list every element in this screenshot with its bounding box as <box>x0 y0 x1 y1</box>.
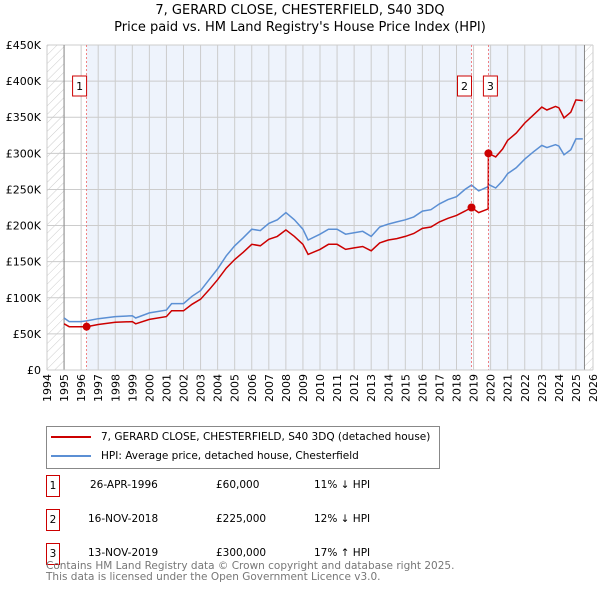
footer-line: Contains HM Land Registry data © Crown c… <box>46 560 455 572</box>
sale-point <box>484 149 493 158</box>
sale-label: 2 <box>461 80 468 93</box>
legend: 7, GERARD CLOSE, CHESTERFIELD, S40 3DQ (… <box>46 426 440 469</box>
sale-price: £300,000 <box>216 547 267 559</box>
chart-area: 1994 1995 1996 1997 1998 1999 2000 2001 2002 2003… <box>6 39 600 402</box>
sale-badge: 2 <box>46 509 60 531</box>
chart-subtitle: Price paid vs. HM Land Registry's House … <box>114 20 486 35</box>
sale-hpi: 12% ↓ HPI <box>314 513 371 525</box>
x-tick-label: 2018 <box>451 374 464 402</box>
sale-label-box <box>457 75 473 97</box>
legend-hpi: HPI: Average price, detached house, Ches… <box>101 450 359 462</box>
sale-label: 1 <box>76 80 83 93</box>
sale-date: 16-NOV-2018 <box>88 513 159 525</box>
sale-price: £60,000 <box>216 479 260 491</box>
sale-badge: 3 <box>46 543 60 565</box>
sale-label-box <box>482 75 498 97</box>
sale-point <box>82 322 91 331</box>
legend-blue-line <box>51 455 91 457</box>
x-tick-label: 1999 <box>126 374 139 402</box>
x-tick-label: 2008 <box>280 374 293 402</box>
sale-row: 1 26-APR-1996 £60,000 11% ↓ HPI <box>46 475 446 497</box>
y-tick-label: £400K <box>6 75 42 88</box>
x-tick-label: 2024 <box>553 374 566 402</box>
sale-label-box <box>72 75 88 97</box>
x-tick-label: 2012 <box>348 374 361 402</box>
x-tick-label: 2002 <box>178 374 191 402</box>
footer: Contains HM Land Registry data © Crown c… <box>46 561 454 583</box>
sale-badge: 1 <box>46 475 60 497</box>
shaded-period <box>488 45 585 370</box>
x-tick-label: 2015 <box>399 374 412 402</box>
x-tick-label: 2022 <box>519 374 532 402</box>
footer-line: This data is licensed under the Open Gov… <box>46 571 381 583</box>
shaded-period <box>86 45 472 370</box>
legend-red-line <box>51 436 91 438</box>
y-tick-label: £250K <box>6 183 42 196</box>
x-tick-label: 2026 <box>587 374 600 402</box>
x-tick-label: 2021 <box>502 374 515 402</box>
hatched-region <box>47 45 65 370</box>
sale-label: 3 <box>487 80 494 93</box>
sale-hpi: 17% ↑ HPI <box>314 547 371 559</box>
x-tick-label: 2020 <box>485 374 498 402</box>
legend-property: 7, GERARD CLOSE, CHESTERFIELD, S40 3DQ (… <box>101 431 431 443</box>
x-tick-label: 2005 <box>229 374 242 402</box>
y-tick-label: £450K <box>6 39 42 52</box>
x-tick-label: 2009 <box>297 374 310 402</box>
x-tick-label: 1995 <box>58 374 71 402</box>
sale-row: 2 16-NOV-2018 £225,000 12% ↓ HPI <box>46 509 446 531</box>
x-tick-label: 2025 <box>570 374 583 402</box>
y-tick-label: £300K <box>6 147 42 160</box>
hatched-region <box>584 45 593 370</box>
x-tick-label: 2010 <box>314 374 327 402</box>
y-tick-label: £150K <box>6 256 42 269</box>
y-tick-label: £200K <box>6 220 42 233</box>
sale-price: £225,000 <box>216 513 267 525</box>
y-tick-label: £0 <box>27 364 41 377</box>
x-tick-label: 2000 <box>143 374 156 402</box>
sale-hpi: 11% ↓ HPI <box>314 479 371 491</box>
price-paid-line <box>63 99 583 328</box>
x-tick-label: 2001 <box>160 374 173 402</box>
x-tick-label: 2014 <box>382 374 395 402</box>
x-tick-label: 2017 <box>433 374 446 402</box>
x-tick-label: 2023 <box>536 374 549 402</box>
x-tick-label: 2011 <box>331 374 344 402</box>
hpi-line <box>63 138 583 323</box>
x-tick-label: 2004 <box>212 374 225 402</box>
x-tick-label: 2003 <box>195 374 208 402</box>
sale-date: 26-APR-1996 <box>90 479 158 491</box>
x-tick-label: 1996 <box>75 374 88 402</box>
x-tick-label: 2007 <box>263 374 276 402</box>
y-tick-label: £100K <box>6 292 42 305</box>
chart-title: 7, GERARD CLOSE, CHESTERFIELD, S40 3DQ <box>155 3 445 18</box>
x-tick-label: 2006 <box>246 374 259 402</box>
sale-date: 13-NOV-2019 <box>88 547 159 559</box>
x-tick-label: 2019 <box>468 374 481 402</box>
x-tick-label: 2016 <box>416 374 429 402</box>
x-tick-label: 1998 <box>109 374 122 402</box>
sale-row: 3 13-NOV-2019 £300,000 17% ↑ HPI <box>46 543 446 565</box>
x-tick-label: 2013 <box>365 374 378 402</box>
y-tick-label: £50K <box>13 328 42 341</box>
y-tick-label: £350K <box>6 111 42 124</box>
x-tick-label: 1994 <box>41 374 54 402</box>
sale-point <box>467 203 476 212</box>
x-tick-label: 1997 <box>92 374 105 402</box>
